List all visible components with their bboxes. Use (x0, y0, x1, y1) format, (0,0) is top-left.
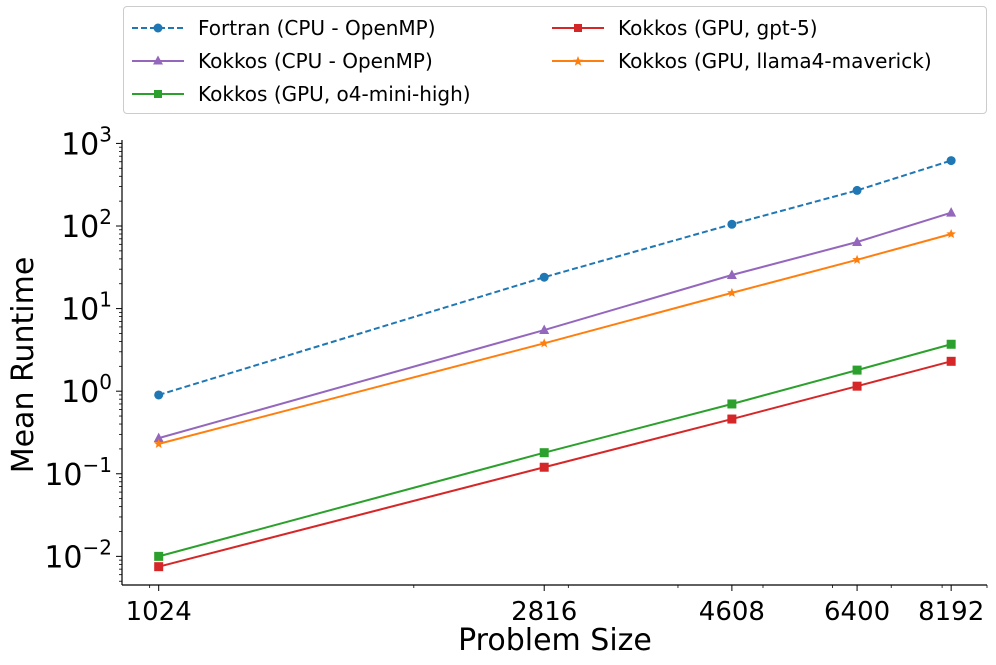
legend-label: Kokkos (GPU, gpt-5) (618, 16, 818, 40)
legend-line-fortran-icon (132, 23, 184, 33)
legend-label: Kokkos (GPU, llama4-maverick) (618, 49, 932, 73)
legend-line-kokkos-gpt5-icon (552, 24, 604, 32)
series-line-3 (158, 360, 952, 568)
x-tick-label: 1024 (126, 597, 192, 627)
legend-entry-kokkos-gpt5: Kokkos (GPU, gpt-5) (552, 13, 818, 43)
axes: 10−2 10−1 100 101 102 103 1024 2816 4608 6400 8192 (44, 122, 988, 627)
legend-entry-kokkos-llama: Kokkos (GPU, llama4-maverick) (552, 46, 932, 76)
series-line-1 (158, 211, 952, 440)
data-point-s3-4 (946, 356, 956, 366)
data-point-s1-0 (153, 432, 164, 443)
data-point-s3-3 (852, 381, 862, 391)
y-tick-label: 10−2 (44, 535, 112, 575)
data-point-s4-0 (153, 438, 164, 448)
y-axis-label: Mean Runtime (6, 257, 41, 474)
legend-entry-kokkos-o4: Kokkos (GPU, o4-mini-high) (132, 79, 471, 109)
data-point-s2-0 (154, 551, 164, 561)
data-point-s2-2 (727, 399, 737, 409)
data-point-s3-0 (154, 562, 164, 572)
legend-label: Fortran (CPU - OpenMP) (198, 16, 436, 40)
y-tick-label: 101 (61, 288, 112, 328)
series-line-4 (158, 233, 952, 445)
data-point-s1-1 (539, 324, 550, 335)
data-point-s3-2 (727, 414, 737, 424)
data-point-s0-3 (852, 185, 862, 195)
legend-line-kokkos-o4-icon (132, 90, 184, 98)
legend-label: Kokkos (GPU, o4-mini-high) (198, 82, 471, 106)
data-point-s1-2 (726, 269, 737, 280)
legend-entry-fortran-cpu: Fortran (CPU - OpenMP) (132, 13, 436, 43)
y-tick-label: 100 (61, 370, 112, 410)
data-point-s2-4 (946, 339, 956, 349)
data-point-s0-4 (946, 156, 956, 166)
legend: Fortran (CPU - OpenMP) Kokkos (CPU - Ope… (123, 6, 987, 114)
x-tick-label: 2816 (511, 597, 577, 627)
data-point-s1-3 (852, 236, 863, 247)
data-point-s4-1 (539, 338, 549, 348)
data-point-s4-2 (727, 287, 737, 297)
data-point-s2-3 (852, 365, 862, 375)
legend-line-kokkos-llama-icon (552, 56, 604, 66)
y-tick-label: 103 (61, 122, 112, 162)
data-point-s4-3 (852, 254, 862, 264)
data-point-s0-2 (727, 219, 737, 229)
legend-entry-kokkos-cpu: Kokkos (CPU - OpenMP) (132, 46, 433, 76)
data-point-s3-1 (539, 462, 549, 472)
legend-line-kokkos-cpu-icon (132, 55, 184, 65)
data-point-s0-1 (539, 272, 549, 282)
legend-label: Kokkos (CPU - OpenMP) (198, 49, 433, 73)
x-tick-label: 4608 (699, 597, 765, 627)
series-line-0 (158, 159, 952, 396)
data-point-s0-0 (154, 390, 164, 400)
x-tick-label: 6400 (824, 597, 890, 627)
data-point-s4-4 (946, 229, 956, 239)
data-point-s1-4 (946, 207, 957, 217)
plot-area (153, 156, 957, 572)
y-tick-label: 102 (61, 205, 112, 245)
x-axis-label: Problem Size (458, 623, 652, 658)
series-line-2 (158, 343, 952, 558)
y-tick-label: 10−1 (44, 453, 112, 493)
data-point-s2-1 (539, 448, 549, 458)
x-tick-label: 8192 (918, 597, 984, 627)
